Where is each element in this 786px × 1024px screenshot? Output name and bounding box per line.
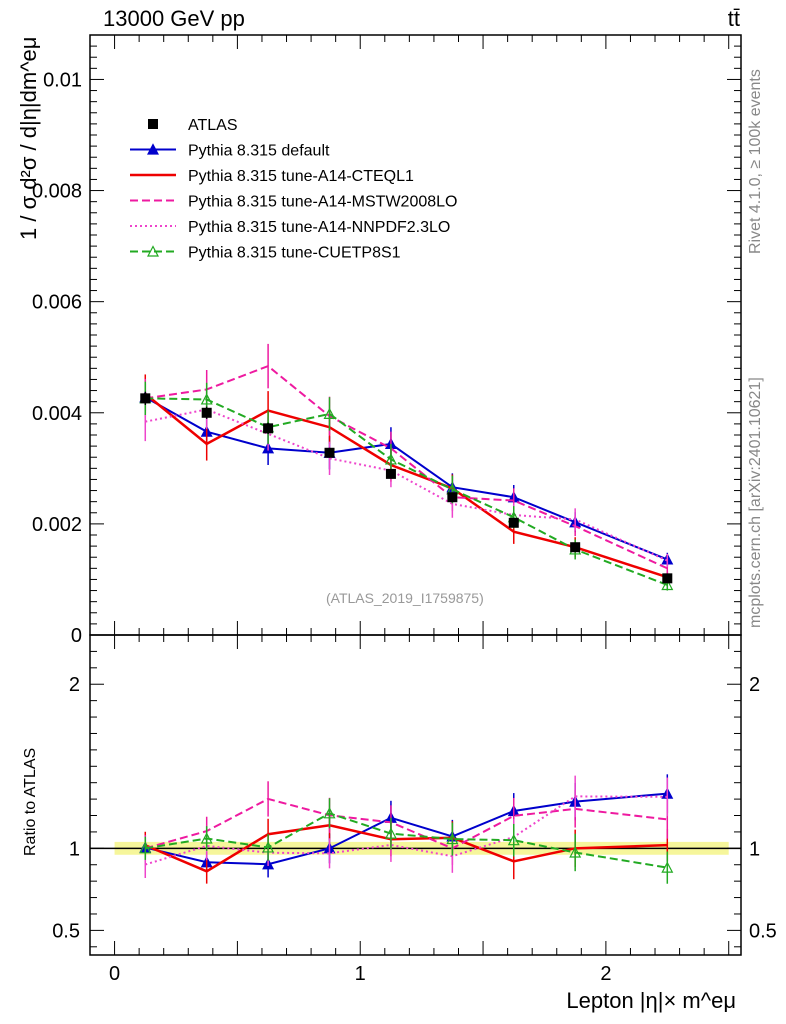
rivet-label: Rivet 4.1.0, ≥ 100k events [747, 69, 764, 254]
ratio-y-tick-label: 1 [69, 838, 80, 860]
ratio-series-line-3 [144, 795, 668, 866]
ratio-y-tick-label: 2 [69, 674, 80, 696]
y-tick-label: 0 [71, 625, 82, 647]
x-tick-label: 2 [600, 963, 611, 985]
analysis-label: (ATLAS_2019_I1759875) [326, 590, 484, 606]
legend-label: Pythia 8.315 default [188, 143, 330, 160]
ratio-y-tick-label-right: 0.5 [749, 920, 777, 942]
ratio-series-4-marker [384, 827, 397, 839]
y-tick-label: 0.008 [32, 181, 82, 203]
series-line-3 [145, 408, 668, 562]
legend-label: Pythia 8.315 tune-A14-NNPDF2.3LO [188, 219, 450, 236]
data-point [140, 393, 151, 404]
ratio-panel-frame [89, 634, 742, 956]
legend-marker-4 [147, 245, 159, 257]
series-line-0 [144, 396, 668, 561]
series-line-2 [145, 364, 668, 570]
series-4-marker [384, 453, 397, 465]
ratio-y-axis-label: Ratio to ATLAS [22, 747, 39, 856]
legend-label: ATLAS [188, 117, 238, 134]
ratio-y-tick-label: 0.5 [52, 920, 80, 942]
header-left: 13000 GeV pp [103, 6, 245, 31]
ratio-series-4-marker [569, 846, 582, 858]
y-tick-label: 0.01 [43, 69, 82, 91]
data-point [201, 407, 212, 418]
ratio-series-4-marker [661, 861, 674, 873]
ratio-series-4-marker [446, 832, 459, 845]
data-point [263, 423, 274, 434]
y-tick-label: 0.006 [32, 292, 82, 314]
data-point [570, 542, 581, 553]
x-tick-label: 1 [355, 963, 366, 985]
ratio-series-4-marker [262, 841, 275, 853]
series-line-4 [145, 397, 668, 586]
series-4-marker [661, 578, 674, 591]
ratio-panel-marks [139, 774, 674, 884]
ratio-y-tick-label-right: 1 [749, 838, 760, 860]
y-axis-label: 1 / σ d²σ / d|η|dm^eμ [16, 36, 41, 240]
series-4-marker [200, 393, 213, 405]
legend-label: Pythia 8.315 tune-CUETP8S1 [188, 245, 401, 262]
data-point [662, 573, 673, 584]
ratio-series-4-marker [139, 842, 152, 854]
legend-marker-0 [147, 143, 159, 155]
y-tick-label: 0.002 [32, 514, 82, 536]
top-panel-marks [139, 343, 674, 591]
x-axis-label: Lepton |η|× m^eμ [566, 988, 736, 1013]
data-point [324, 447, 335, 458]
header-right: tt̄ [727, 6, 740, 31]
ratio-series-4-marker [323, 807, 336, 819]
series-4-marker [323, 407, 336, 419]
legend-marker-data [148, 119, 158, 129]
ratio-series-4-marker [507, 833, 520, 846]
data-point [385, 468, 396, 479]
legend-label: Pythia 8.315 tune-A14-MSTW2008LO [188, 194, 457, 211]
ratio-series-4-marker [200, 832, 213, 844]
axes-layer: 0 1 2 0 0.002 0.004 0.006 0.008 0.01 0.5 0.5 1 1 2 2 [32, 34, 777, 985]
y-tick-label: 0.004 [32, 403, 82, 425]
data-point [508, 517, 519, 528]
legend: ATLAS Pythia 8.315 default Pythia 8.315 tu… [130, 117, 457, 262]
ratio-band-layer [90, 841, 741, 855]
data-point [447, 492, 458, 503]
ratio-y-tick-label-right: 2 [749, 674, 760, 696]
mcplots-label: mcplots.cern.ch [arXiv:2401.10621] [747, 377, 764, 628]
x-tick-label: 0 [109, 963, 120, 985]
series-line-1 [144, 392, 668, 579]
legend-label: Pythia 8.315 tune-A14-CTEQL1 [188, 168, 414, 185]
